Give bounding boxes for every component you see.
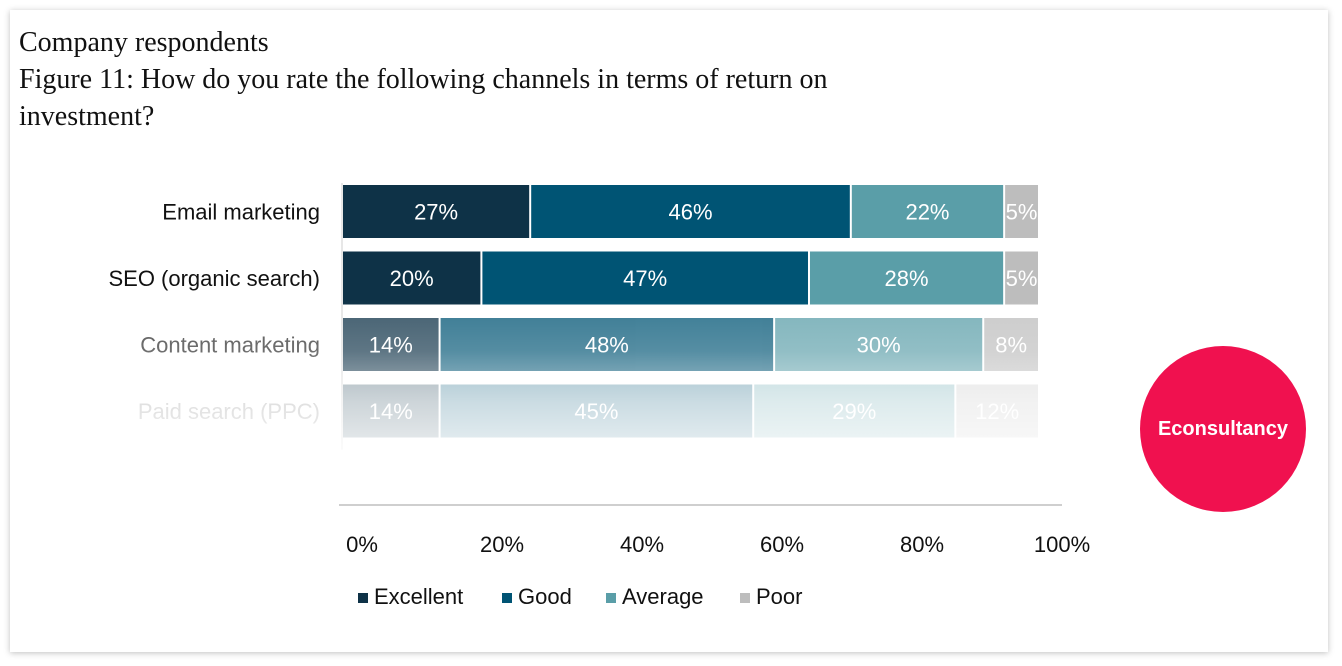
bar-seo-organic-search-poor — [1005, 251, 1038, 305]
figure-heading: Company respondents Figure 11: How do yo… — [19, 24, 999, 135]
bar-email-marketing-poor — [1005, 185, 1038, 238]
data-label-email-marketing-poor: 5% — [1006, 200, 1038, 225]
x-tick-label-5: 100% — [1034, 532, 1090, 557]
legend-swatch-excellent — [358, 593, 368, 603]
data-label-paid-search-ppc-average: 29% — [832, 399, 876, 424]
bar-row-content-marketing: 14% 48% 30% 8% — [343, 318, 1038, 371]
data-label-paid-search-ppc-excellent: 14% — [369, 399, 413, 424]
x-tick-label-0: 0% — [346, 532, 378, 557]
legend-swatch-good — [502, 593, 512, 603]
category-label-content-marketing: Content marketing — [140, 333, 320, 358]
legend-swatch-average — [606, 593, 616, 603]
x-tick-label-3: 60% — [760, 532, 804, 557]
data-label-seo-organic-search-excellent: 20% — [390, 266, 434, 291]
category-label-seo-organic-search: SEO (organic search) — [108, 266, 320, 291]
data-label-seo-organic-search-average: 28% — [885, 266, 929, 291]
data-label-paid-search-ppc-good: 45% — [574, 399, 618, 424]
bar-row-email-marketing: 27% 46% 22% 5% — [343, 185, 1038, 238]
figure-title-continued: investment? — [19, 101, 155, 132]
data-label-content-marketing-good: 48% — [585, 333, 629, 358]
bar-seo-organic-search-excellent — [343, 251, 481, 305]
data-label-email-marketing-average: 22% — [905, 200, 949, 225]
legend-label-excellent: Excellent — [374, 584, 463, 609]
x-tick-label-4: 80% — [900, 532, 944, 557]
data-label-content-marketing-excellent: 14% — [369, 333, 413, 358]
bar-seo-organic-search-good — [482, 251, 808, 305]
data-label-content-marketing-poor: 8% — [995, 333, 1027, 358]
x-tick-label-1: 20% — [480, 532, 524, 557]
data-label-paid-search-ppc-poor: 12% — [975, 399, 1019, 424]
legend-swatch-poor — [740, 593, 750, 603]
legend-label-poor: Poor — [756, 584, 802, 609]
category-label-email-marketing: Email marketing — [162, 200, 320, 225]
legend-label-good: Good — [518, 584, 572, 609]
category-label-paid-search-ppc: Paid search (PPC) — [138, 399, 320, 424]
bar-row-paid-search-ppc: 14% 45% 29% 12% — [343, 384, 1038, 438]
bar-email-marketing-excellent — [343, 185, 530, 238]
figure-title: Figure 11: How do you rate the following… — [19, 64, 828, 95]
bar-row-seo-organic-search: 20% 47% 28% 5% — [343, 251, 1038, 305]
data-label-seo-organic-search-poor: 5% — [1006, 266, 1038, 291]
bar-email-marketing-average — [851, 185, 1004, 238]
bar-email-marketing-good — [531, 185, 850, 238]
legend-label-average: Average — [622, 584, 704, 609]
bar-seo-organic-search-average — [809, 251, 1004, 305]
econsultancy-logo: Econsultancy — [1140, 346, 1306, 512]
data-label-email-marketing-good: 46% — [668, 200, 712, 225]
heading-line-respondents: Company respondents — [19, 27, 269, 58]
x-tick-label-2: 40% — [620, 532, 664, 557]
data-label-content-marketing-average: 30% — [857, 333, 901, 358]
data-label-seo-organic-search-good: 47% — [623, 266, 667, 291]
data-label-email-marketing-excellent: 27% — [414, 200, 458, 225]
logo-text: Econsultancy — [1157, 417, 1289, 440]
